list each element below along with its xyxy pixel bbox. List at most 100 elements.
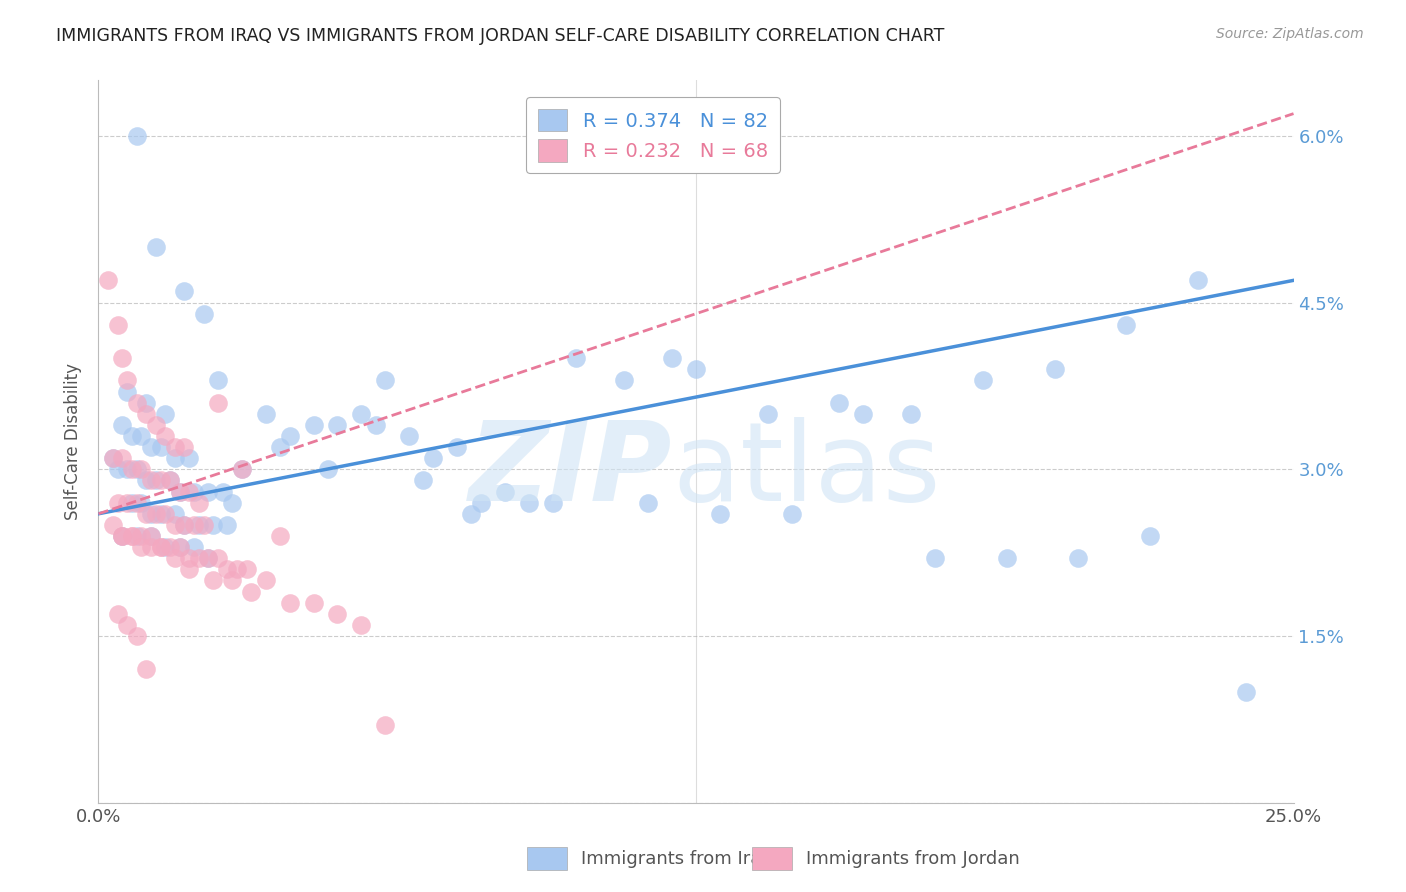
- Point: [1187, 273, 1209, 287]
- Point: [163, 451, 186, 466]
- Point: [217, 562, 239, 576]
- Point: [852, 407, 875, 421]
- Point: [231, 462, 253, 476]
- Point: [187, 551, 209, 566]
- Point: [446, 440, 468, 454]
- Point: [364, 417, 387, 432]
- Point: [131, 496, 153, 510]
- Point: [139, 529, 162, 543]
- Legend: R = 0.374   N = 82, R = 0.232   N = 68: R = 0.374 N = 82, R = 0.232 N = 68: [526, 97, 779, 173]
- Point: [240, 584, 263, 599]
- Point: [756, 407, 779, 421]
- Point: [145, 474, 167, 488]
- Point: [187, 517, 209, 532]
- Text: Immigrants from Jordan: Immigrants from Jordan: [806, 849, 1019, 868]
- Point: [135, 407, 157, 421]
- Point: [139, 474, 162, 488]
- Point: [135, 474, 157, 488]
- Point: [613, 373, 636, 387]
- Text: IMMIGRANTS FROM IRAQ VS IMMIGRANTS FROM JORDAN SELF-CARE DISABILITY CORRELATION : IMMIGRANTS FROM IRAQ VS IMMIGRANTS FROM …: [56, 27, 945, 45]
- Point: [101, 451, 124, 466]
- Point: [661, 351, 683, 366]
- Point: [163, 517, 186, 532]
- Point: [97, 273, 120, 287]
- Point: [111, 417, 134, 432]
- Point: [193, 517, 215, 532]
- Point: [125, 629, 148, 643]
- Point: [828, 395, 851, 409]
- Point: [111, 529, 134, 543]
- Point: [350, 407, 373, 421]
- Point: [202, 517, 225, 532]
- Point: [637, 496, 659, 510]
- Point: [139, 529, 162, 543]
- Point: [494, 484, 516, 499]
- Point: [211, 484, 233, 499]
- Point: [193, 307, 215, 321]
- Point: [173, 285, 195, 299]
- Point: [111, 451, 134, 466]
- Point: [149, 474, 172, 488]
- Point: [121, 462, 143, 476]
- Point: [131, 529, 153, 543]
- Text: ZIP: ZIP: [468, 417, 672, 524]
- Point: [398, 429, 420, 443]
- Point: [183, 517, 205, 532]
- Point: [217, 517, 239, 532]
- Point: [326, 607, 349, 621]
- Point: [350, 618, 373, 632]
- Point: [1234, 684, 1257, 698]
- Point: [139, 507, 162, 521]
- Point: [139, 440, 162, 454]
- Point: [115, 496, 138, 510]
- Point: [145, 240, 167, 254]
- Point: [326, 417, 349, 432]
- Point: [179, 551, 201, 566]
- Point: [187, 496, 209, 510]
- Point: [169, 540, 191, 554]
- Point: [115, 618, 138, 632]
- Point: [139, 540, 162, 554]
- Point: [125, 128, 148, 143]
- Point: [107, 607, 129, 621]
- Y-axis label: Self-Care Disability: Self-Care Disability: [65, 363, 83, 520]
- Point: [254, 407, 277, 421]
- Point: [107, 496, 129, 510]
- Point: [155, 540, 177, 554]
- Point: [135, 395, 157, 409]
- Point: [541, 496, 564, 510]
- Point: [1067, 551, 1090, 566]
- Point: [972, 373, 994, 387]
- Point: [422, 451, 444, 466]
- Point: [316, 462, 339, 476]
- Text: Immigrants from Iraq: Immigrants from Iraq: [581, 849, 772, 868]
- Point: [131, 429, 153, 443]
- Point: [135, 507, 157, 521]
- Point: [121, 496, 143, 510]
- Point: [169, 540, 191, 554]
- Point: [1139, 529, 1161, 543]
- Point: [269, 529, 291, 543]
- Point: [269, 440, 291, 454]
- Point: [197, 551, 219, 566]
- Point: [121, 429, 143, 443]
- Point: [111, 529, 134, 543]
- Point: [1115, 318, 1137, 332]
- Point: [155, 507, 177, 521]
- Point: [101, 451, 124, 466]
- Point: [145, 417, 167, 432]
- Point: [254, 574, 277, 588]
- Point: [159, 474, 181, 488]
- Point: [163, 551, 186, 566]
- Point: [207, 395, 229, 409]
- Point: [685, 362, 707, 376]
- Point: [900, 407, 922, 421]
- Point: [107, 462, 129, 476]
- Point: [155, 429, 177, 443]
- Point: [169, 484, 191, 499]
- Point: [302, 417, 325, 432]
- Point: [207, 551, 229, 566]
- Point: [1043, 362, 1066, 376]
- Point: [135, 662, 157, 676]
- Point: [163, 440, 186, 454]
